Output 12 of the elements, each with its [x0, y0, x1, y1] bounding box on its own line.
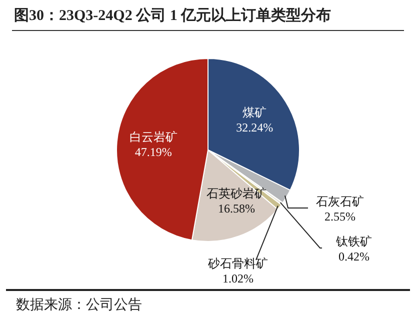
source-note: 数据来源：公司公告 [16, 296, 142, 314]
data-label: 47.19% [134, 144, 172, 159]
data-label: 32.24% [236, 120, 274, 135]
slice-label: 白云岩矿 [129, 130, 178, 144]
slice-label: 钛铁矿 [335, 234, 372, 249]
slice-label: 砂石骨料矿 [207, 256, 268, 271]
data-label: 2.55% [324, 210, 356, 224]
slice-label: 石灰石矿 [316, 194, 364, 209]
data-label: 0.42% [338, 250, 370, 264]
slice-label: 煤矿 [242, 106, 267, 120]
data-label: 1.02% [222, 272, 254, 286]
chart-title: 图30：23Q3-24Q2 公司 1 亿元以上订单类型分布 [14, 6, 332, 25]
